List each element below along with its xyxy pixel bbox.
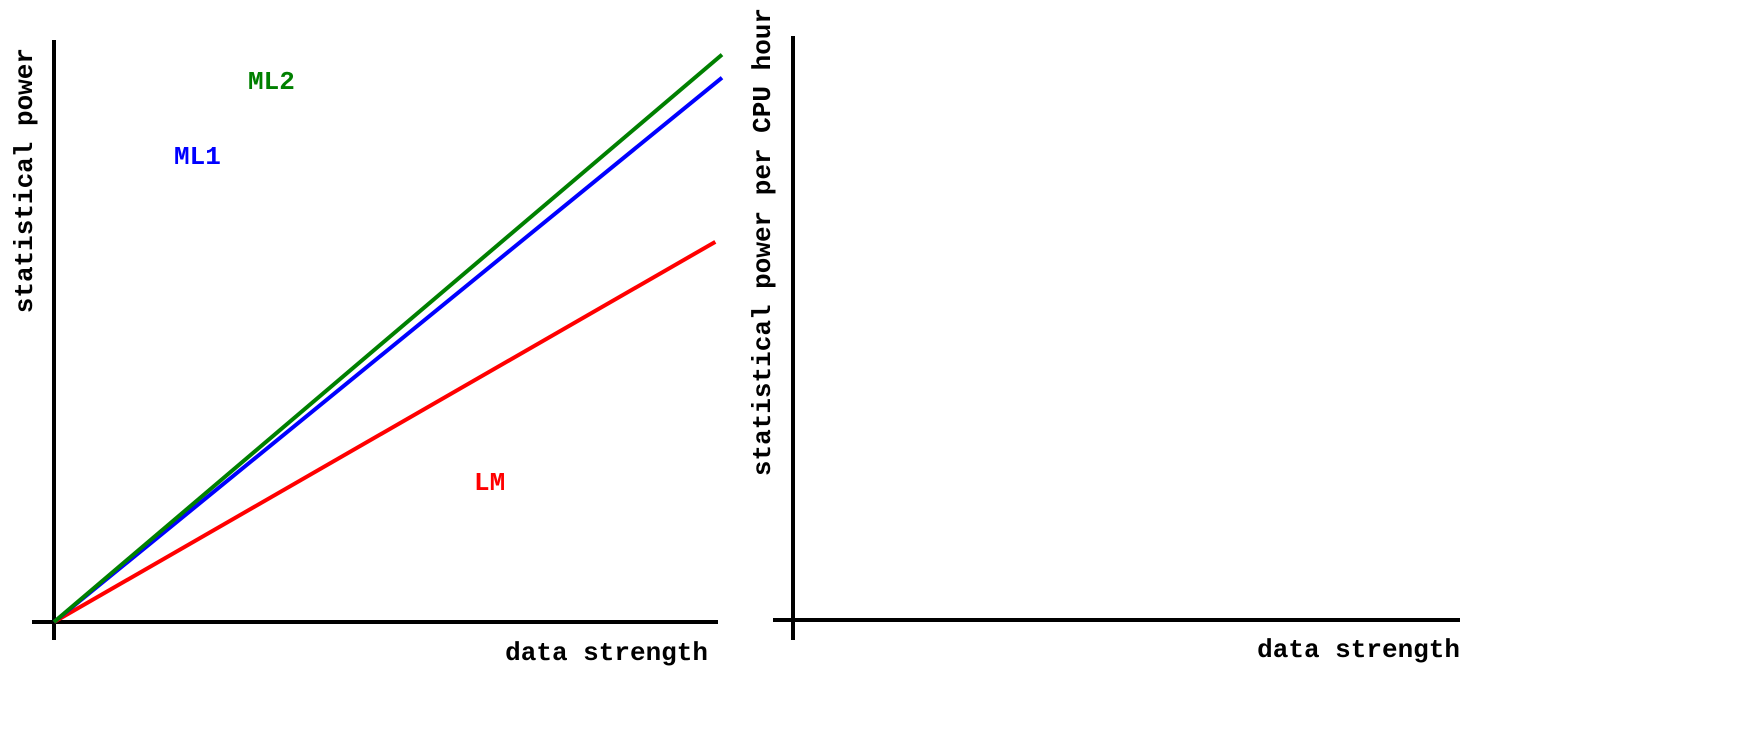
series-label-lm: LM	[474, 468, 505, 498]
series-line-ml2	[52, 53, 724, 624]
series-label-ml2: ML2	[248, 67, 295, 97]
series-line-lm	[53, 240, 717, 624]
left-chart: data strength statistical power ML2 ML1 …	[10, 40, 724, 668]
left-x-axis-label: data strength	[505, 638, 708, 668]
right-y-axis-label: statistical power per CPU hour	[748, 8, 778, 476]
right-chart: data strength statistical power per CPU …	[748, 8, 1460, 665]
right-x-axis-label: data strength	[1257, 635, 1460, 665]
left-series-group	[52, 53, 724, 624]
series-label-ml1: ML1	[174, 142, 221, 172]
series-line-ml1	[52, 76, 724, 624]
left-y-axis-label: statistical power	[10, 48, 40, 313]
